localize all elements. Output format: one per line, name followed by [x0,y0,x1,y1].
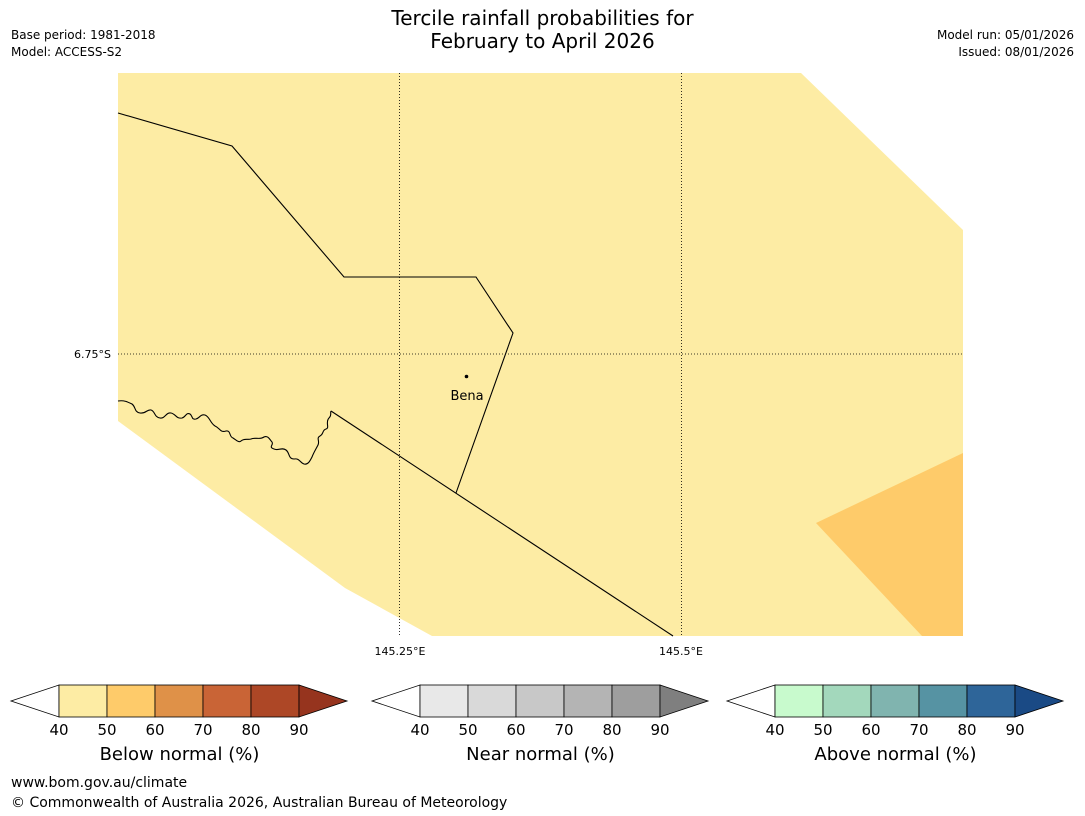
colorbar-segment [154,684,204,718]
colorbar-tick-label: 60 [145,721,164,739]
model-name: Model: ACCESS-S2 [11,45,123,59]
colorbar-segment [966,684,1016,718]
longitude-label-145-5: 145.5°E [659,645,703,658]
colorbar-segment [202,684,252,718]
colorbar-segment [774,684,824,718]
colorbar-label-near-normal: Near normal (%) [466,744,615,765]
model-run: Model run: 05/01/2026 [936,28,1074,42]
colorbar-below-normal: 40 50 60 70 80 90 [9,684,349,739]
colorbar-above-normal: 40 50 60 70 80 90 [725,684,1065,739]
colorbar-tick-label: 70 [193,721,212,739]
colorbar-tick-label: 90 [289,721,308,739]
colorbar-segment [250,684,300,718]
colorbar-segment [918,684,968,718]
colorbar-label-above-normal: Above normal (%) [814,744,977,765]
bena-label: Bena [450,389,483,404]
colorbar-segment [106,684,156,718]
issued-date: Issued: 08/01/2026 [958,45,1074,59]
footer-url: www.bom.gov.au/climate [11,775,188,791]
province-border-north [117,112,514,494]
colorbar-segment [58,684,108,718]
colorbar-tick-label: 50 [458,721,477,739]
colorbar-arrow-low [370,684,421,718]
colorbar-tick-label: 40 [765,721,784,739]
colorbar-segment [467,684,517,718]
bena-town-marker [464,374,469,379]
colorbar-tick-label: 50 [97,721,116,739]
probability-fill-40-50 [118,73,963,636]
colorbar-tick-label: 70 [554,721,573,739]
base-period: Base period: 1981-2018 [11,28,156,42]
colorbar-arrow-low [9,684,60,718]
colorbar-tick-label: 90 [650,721,669,739]
title-line-1: Tercile rainfall probabilities for [391,6,694,30]
colorbar-arrow-high [298,684,349,718]
colorbar-tick-label: 80 [602,721,621,739]
latitude-label: 6.75°S [74,348,111,361]
colorbar-tick-label: 80 [241,721,260,739]
colorbar-arrow-high [1014,684,1065,718]
colorbar-tick-label: 60 [506,721,525,739]
colorbar-segment [870,684,920,718]
colorbar-tick-label: 40 [410,721,429,739]
colorbar-segment [515,684,565,718]
colorbar-tick-label: 90 [1005,721,1024,739]
footer-copyright: © Commonwealth of Australia 2026, Austra… [11,795,508,811]
colorbar-tick-label: 50 [813,721,832,739]
colorbar-segment [419,684,469,718]
colorbar-arrow-high [659,684,710,718]
probability-fill-50-60 [816,453,963,636]
colorbar-tick-label: 60 [861,721,880,739]
title-line-2: February to April 2026 [430,29,655,53]
map-title: Tercile rainfall probabilities for Febru… [0,7,1085,53]
colorbar-segment [563,684,613,718]
longitude-label-145-25: 145.25°E [375,645,426,658]
colorbar-segment [822,684,872,718]
colorbar-tick-label: 40 [49,721,68,739]
colorbar-tick-label: 70 [909,721,928,739]
colorbar-label-below-normal: Below normal (%) [99,744,260,765]
colorbar-tick-label: 80 [957,721,976,739]
province-border-south [330,410,674,637]
run-info: Model run: 05/01/2026 Issued: 08/01/2026 [937,27,1074,61]
colorbar-arrow-low [725,684,776,718]
colorbar-near-normal: 40 50 60 70 80 90 [370,684,710,739]
province-border-river [117,400,332,465]
colorbar-segment [611,684,661,718]
model-info: Base period: 1981-2018 Model: ACCESS-S2 [11,27,156,61]
